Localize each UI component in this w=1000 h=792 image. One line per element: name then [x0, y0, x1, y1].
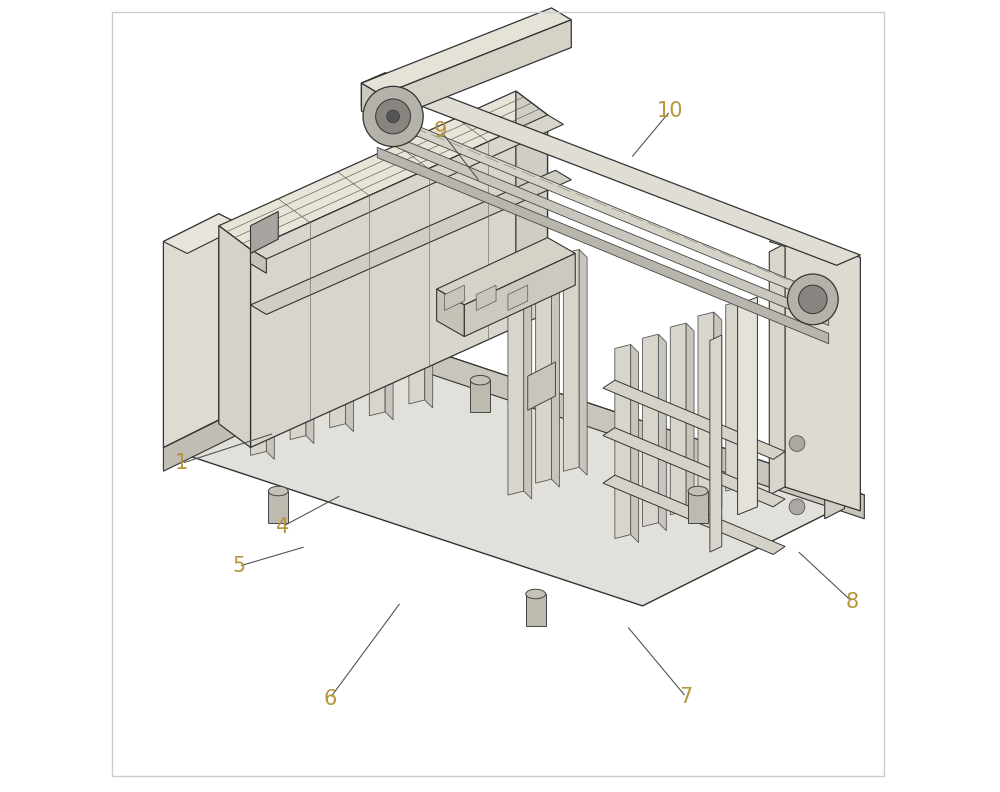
Polygon shape — [251, 115, 563, 259]
Polygon shape — [219, 226, 251, 447]
Text: 1: 1 — [175, 453, 188, 474]
Polygon shape — [528, 362, 555, 410]
Polygon shape — [163, 337, 864, 606]
Ellipse shape — [268, 486, 288, 496]
Polygon shape — [526, 594, 546, 626]
Ellipse shape — [688, 486, 708, 496]
Polygon shape — [658, 334, 666, 531]
Polygon shape — [330, 222, 346, 428]
Polygon shape — [688, 491, 708, 523]
Polygon shape — [385, 210, 393, 420]
Circle shape — [789, 436, 805, 451]
Polygon shape — [306, 230, 314, 444]
Polygon shape — [631, 345, 639, 543]
Circle shape — [363, 86, 423, 147]
Polygon shape — [536, 261, 551, 483]
Polygon shape — [346, 222, 353, 432]
Circle shape — [787, 274, 838, 325]
Polygon shape — [710, 335, 722, 552]
Polygon shape — [508, 285, 528, 310]
Polygon shape — [219, 214, 243, 432]
Polygon shape — [476, 285, 496, 310]
Polygon shape — [769, 242, 789, 495]
Polygon shape — [369, 210, 385, 416]
Polygon shape — [290, 230, 306, 440]
Polygon shape — [670, 323, 686, 515]
Polygon shape — [389, 337, 864, 519]
Polygon shape — [742, 301, 749, 495]
Polygon shape — [251, 242, 266, 455]
Polygon shape — [524, 273, 532, 499]
Polygon shape — [785, 234, 860, 511]
Polygon shape — [437, 238, 575, 305]
Polygon shape — [516, 91, 548, 313]
Polygon shape — [437, 289, 464, 337]
Polygon shape — [361, 8, 571, 95]
Polygon shape — [738, 297, 757, 515]
Polygon shape — [603, 380, 785, 459]
Ellipse shape — [470, 375, 490, 385]
Polygon shape — [163, 214, 243, 253]
Polygon shape — [508, 273, 524, 495]
Polygon shape — [268, 491, 288, 523]
Text: 10: 10 — [657, 101, 684, 121]
Polygon shape — [219, 91, 548, 249]
Polygon shape — [445, 285, 464, 310]
Polygon shape — [603, 475, 785, 554]
Polygon shape — [579, 249, 587, 475]
Polygon shape — [251, 211, 278, 253]
Polygon shape — [251, 249, 266, 273]
Ellipse shape — [526, 589, 546, 599]
Text: 8: 8 — [846, 592, 859, 612]
Polygon shape — [381, 20, 571, 123]
Polygon shape — [377, 147, 829, 344]
Polygon shape — [266, 242, 274, 459]
Polygon shape — [769, 234, 860, 265]
Polygon shape — [464, 253, 575, 337]
Polygon shape — [551, 261, 559, 487]
Polygon shape — [563, 249, 579, 471]
Polygon shape — [714, 312, 722, 507]
Circle shape — [387, 110, 399, 123]
Polygon shape — [726, 301, 742, 491]
Polygon shape — [377, 109, 829, 306]
Text: 4: 4 — [276, 516, 289, 537]
Polygon shape — [470, 380, 490, 412]
Text: 7: 7 — [679, 687, 693, 707]
Polygon shape — [361, 73, 385, 107]
Polygon shape — [686, 323, 694, 519]
Polygon shape — [615, 345, 631, 539]
Polygon shape — [251, 115, 548, 447]
Text: 9: 9 — [434, 120, 447, 141]
Circle shape — [789, 499, 805, 515]
Circle shape — [376, 99, 411, 134]
Polygon shape — [409, 202, 425, 404]
Text: 6: 6 — [323, 688, 336, 709]
Polygon shape — [698, 312, 714, 503]
Polygon shape — [361, 73, 860, 265]
Text: 5: 5 — [232, 556, 245, 577]
Polygon shape — [251, 170, 571, 314]
Circle shape — [799, 285, 827, 314]
Polygon shape — [377, 129, 829, 326]
Polygon shape — [603, 428, 785, 507]
Polygon shape — [425, 202, 433, 408]
Polygon shape — [825, 265, 845, 519]
Polygon shape — [643, 334, 658, 527]
Polygon shape — [163, 337, 389, 471]
Polygon shape — [163, 214, 219, 447]
Polygon shape — [361, 83, 381, 123]
